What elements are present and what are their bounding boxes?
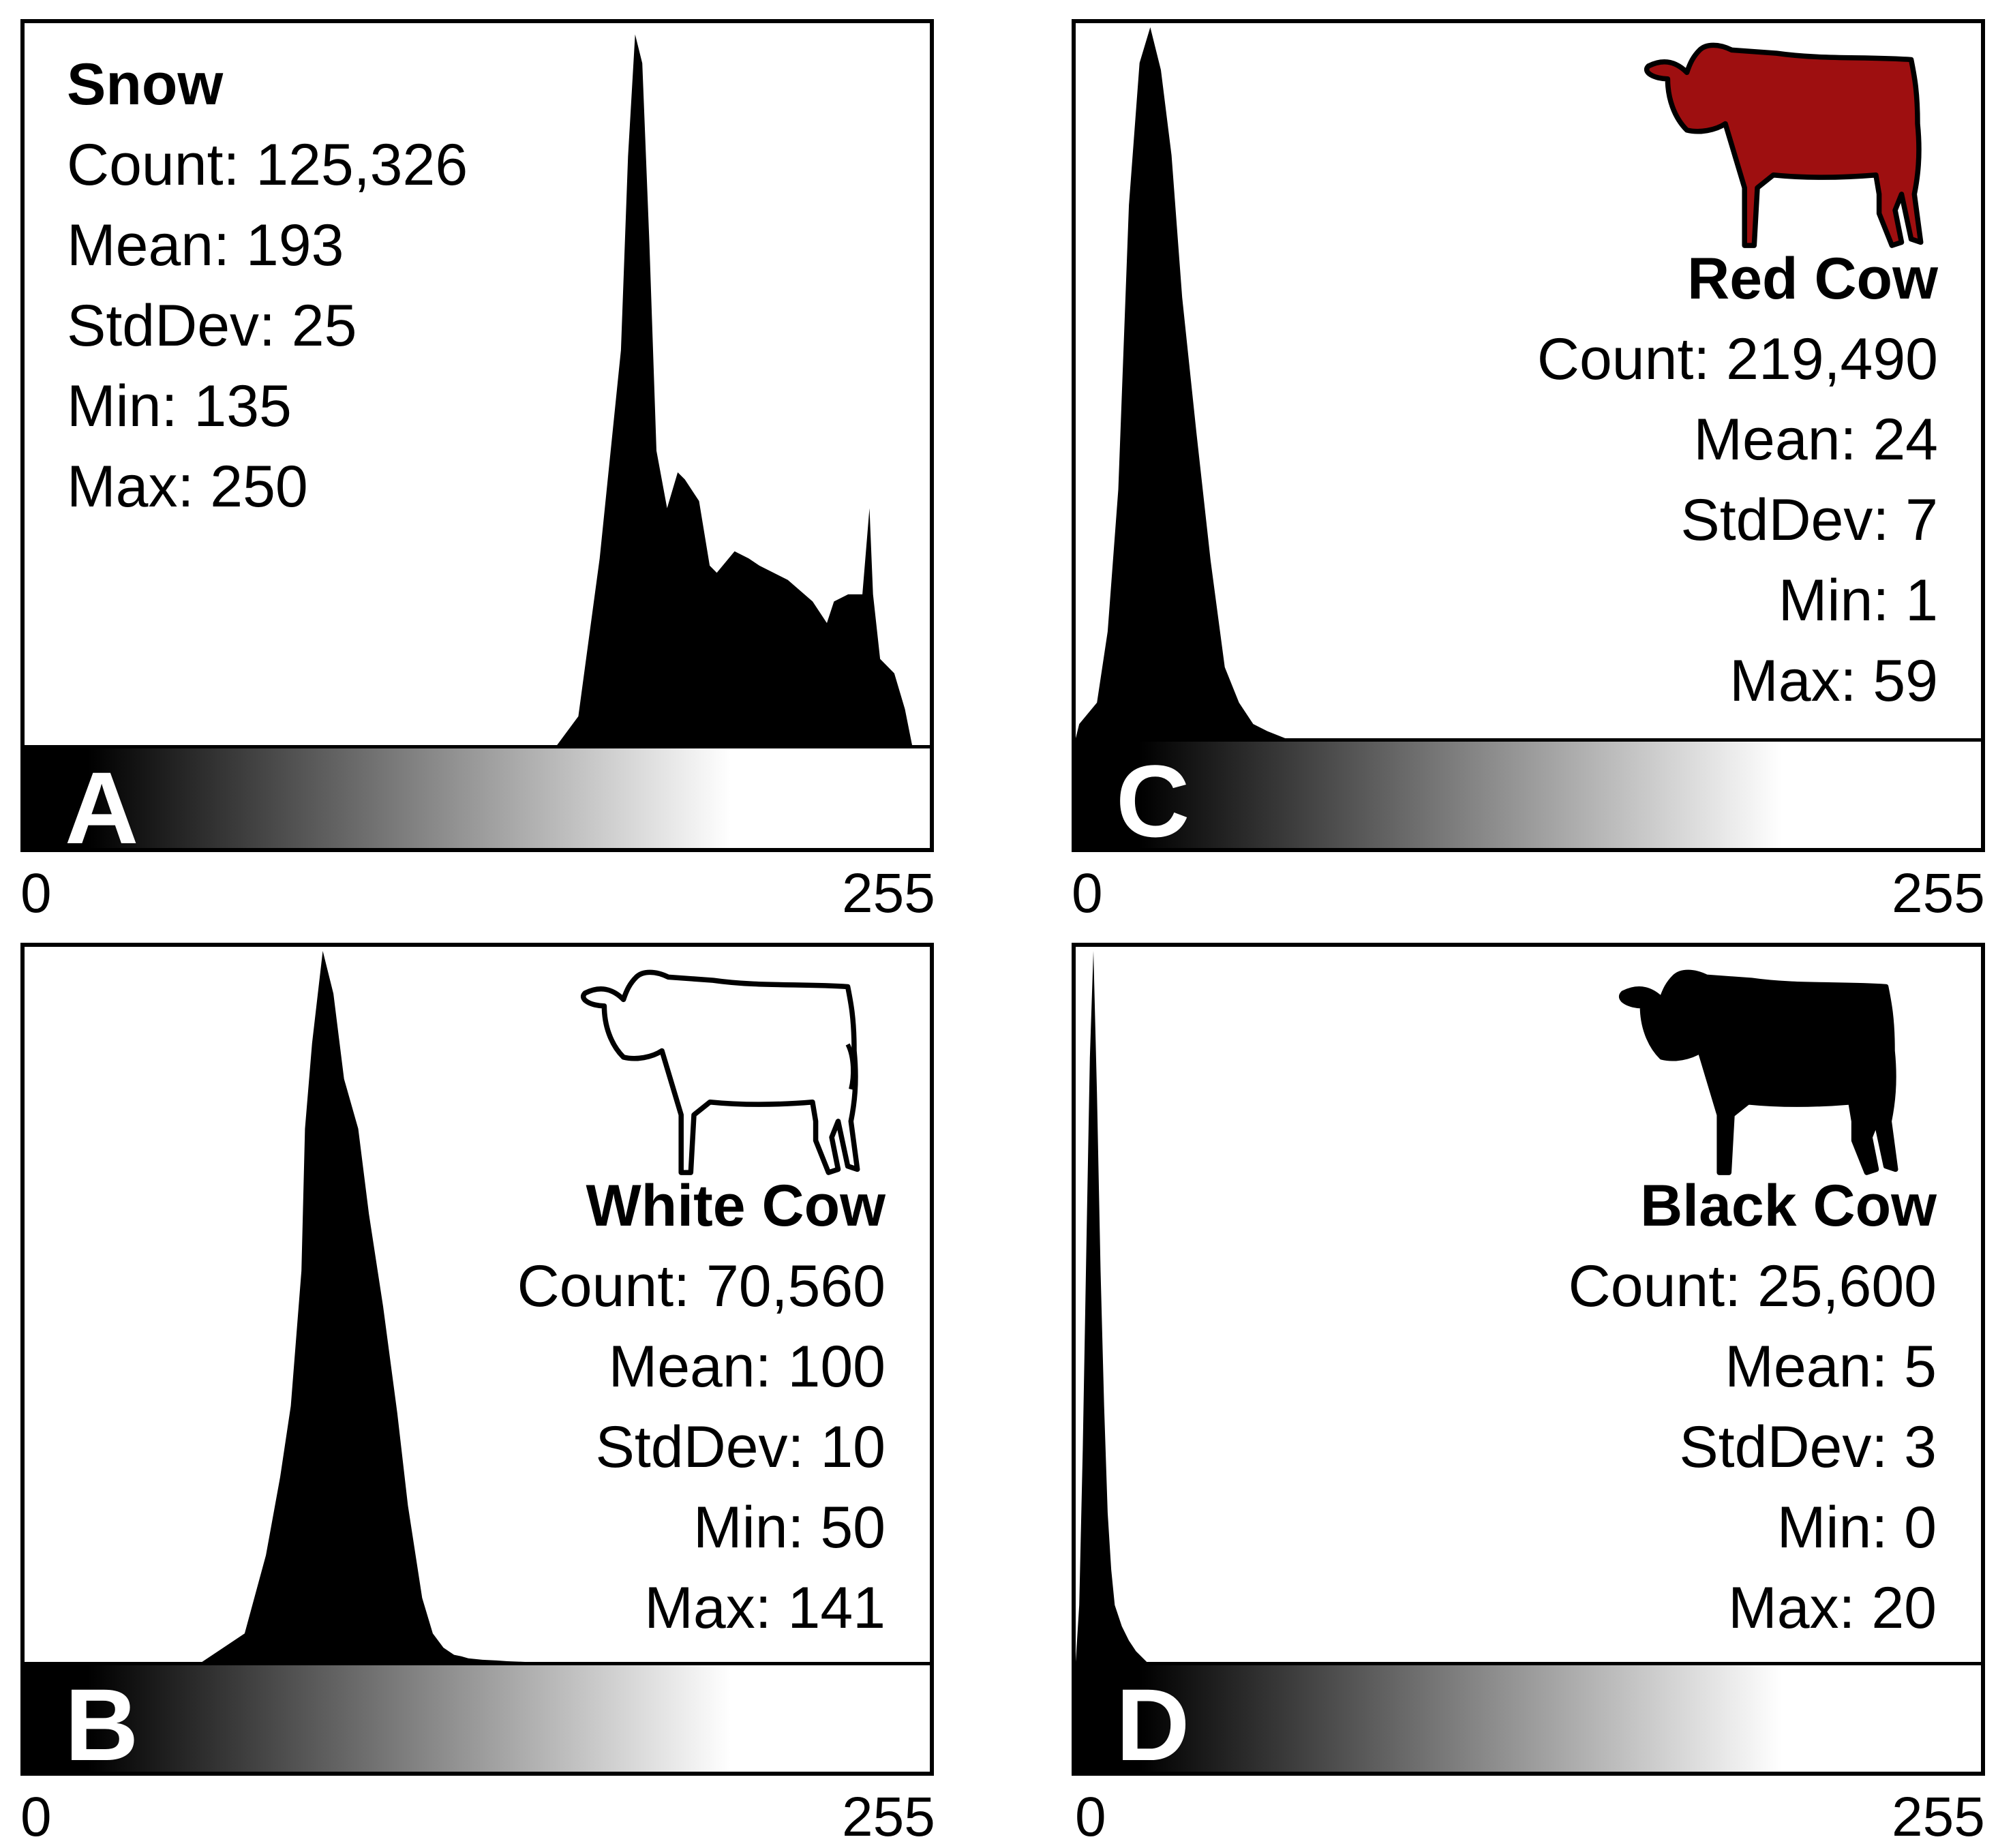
- stats-block: White Cow Count: 70,560 Mean: 100 StdDev…: [517, 1166, 886, 1648]
- panel-c: C 0 255 Red Cow Count: 219,490 Mean: 24 …: [999, 0, 1998, 924]
- stat-count: Count: 25,600: [1568, 1254, 1937, 1319]
- stat-min: Min: 135: [67, 374, 292, 439]
- stat-max: Max: 20: [1728, 1575, 1937, 1641]
- stat-stddev: StdDev: 25: [67, 293, 357, 359]
- sample-name: Snow: [67, 52, 224, 117]
- axis-max-label: 255: [1892, 1786, 1985, 1848]
- stat-stddev: StdDev: 3: [1679, 1414, 1937, 1480]
- axis-min-label: 0: [1072, 862, 1103, 924]
- panel-a: A 0 255 Snow Count: 125,326 Mean: 193 St…: [0, 0, 999, 924]
- stat-count: Count: 70,560: [517, 1254, 886, 1319]
- histogram-area: [25, 34, 930, 745]
- stats-block: Black Cow Count: 25,600 Mean: 5 StdDev: …: [1569, 1166, 1937, 1648]
- axis-min-label: 0: [20, 862, 52, 924]
- axis-max-label: 255: [842, 862, 935, 924]
- stats-block: Snow Count: 125,326 Mean: 193 StdDev: 25…: [67, 44, 468, 527]
- stat-count: Count: 219,490: [1537, 327, 1938, 392]
- stats-block: Red Cow Count: 219,490 Mean: 24 StdDev: …: [1537, 239, 1938, 721]
- panel-d: D 0 255 Black Cow Count: 25,600 Mean: 5 …: [999, 924, 1998, 1847]
- axis-max-label: 255: [1892, 862, 1985, 924]
- stat-min: Min: 0: [1776, 1495, 1937, 1560]
- stat-min: Min: 50: [693, 1495, 886, 1560]
- sample-name: White Cow: [586, 1173, 886, 1239]
- histogram-area: [1076, 27, 1981, 738]
- stat-max: Max: 59: [1729, 648, 1938, 714]
- grayscale-bar: [1076, 1662, 1981, 1772]
- panel-letter: B: [65, 1667, 139, 1782]
- sample-name: Black Cow: [1640, 1173, 1937, 1239]
- grayscale-bar: [25, 745, 930, 848]
- stat-max: Max: 141: [644, 1575, 886, 1641]
- panel-b: B 0 255 White Cow Count: 70,560 Mean: 10…: [0, 924, 999, 1847]
- stat-mean: Mean: 5: [1725, 1334, 1937, 1399]
- stat-mean: Mean: 100: [608, 1334, 886, 1399]
- stat-stddev: StdDev: 7: [1680, 487, 1938, 553]
- cow-silhouette-icon: [1644, 42, 1924, 248]
- axis-max-label: 255: [842, 1786, 935, 1848]
- sample-name: Red Cow: [1687, 246, 1938, 312]
- histogram-plot: [1076, 27, 1981, 738]
- axis-min-label: 0: [20, 1786, 52, 1848]
- grayscale-bar: [25, 1662, 930, 1772]
- cow-silhouette-icon: [1619, 969, 1898, 1175]
- stat-stddev: StdDev: 10: [595, 1414, 886, 1480]
- axis-min-label: 0: [1075, 1786, 1106, 1848]
- stat-mean: Mean: 193: [67, 213, 344, 278]
- panel-letter: A: [65, 751, 139, 865]
- panel-letter: C: [1116, 744, 1190, 858]
- stat-max: Max: 250: [67, 454, 308, 519]
- grayscale-bar: [1076, 738, 1981, 848]
- histogram-plot: [25, 34, 930, 745]
- panel-letter: D: [1116, 1667, 1190, 1782]
- stat-mean: Mean: 24: [1693, 407, 1938, 472]
- stat-min: Min: 1: [1778, 568, 1938, 633]
- stat-count: Count: 125,326: [67, 132, 468, 198]
- cow-outline-icon: [581, 969, 860, 1175]
